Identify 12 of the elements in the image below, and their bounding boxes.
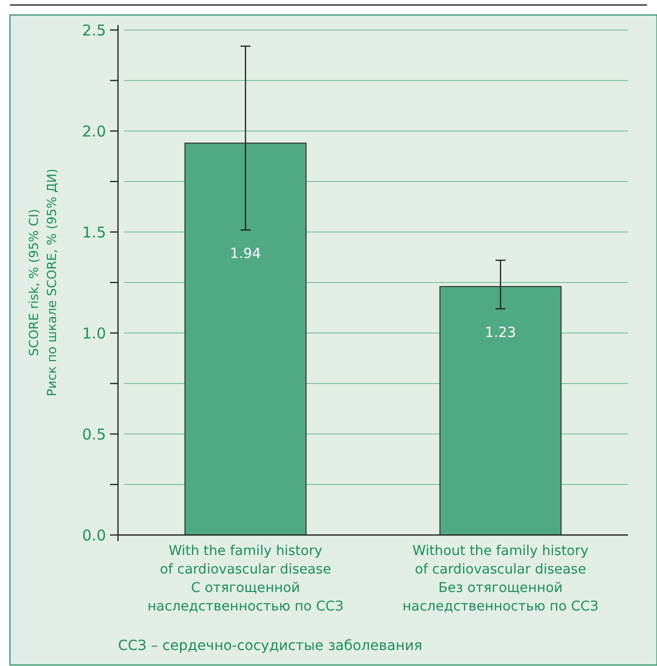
x-tick-label: With the family history of cardiovascular disease С отягощенной наследственностью по ССЗ — [147, 543, 344, 614]
y-tick-label: 2.5 — [82, 21, 106, 40]
x-tick-label: Without the family history of cardiovascular disease Без отягощенной наследственностью по ССЗ — [402, 543, 599, 614]
y-tick-label: 1.5 — [82, 223, 106, 242]
y-tick-label: 2.0 — [82, 122, 106, 140]
y-axis-title: SCORE risk, % (95% CI) Риск по шкале SCORE, % (95% ДИ) — [26, 168, 59, 396]
y-tick-label: 1.0 — [82, 324, 106, 342]
text: ССЗ – сердечно-сосудистые заболевания — [118, 638, 422, 654]
data-label: 1.23 — [484, 324, 516, 341]
data-label: 1.94 — [230, 246, 262, 262]
y-tick-label: 0.0 — [82, 526, 106, 544]
y-tick-label: 0.5 — [82, 425, 106, 444]
